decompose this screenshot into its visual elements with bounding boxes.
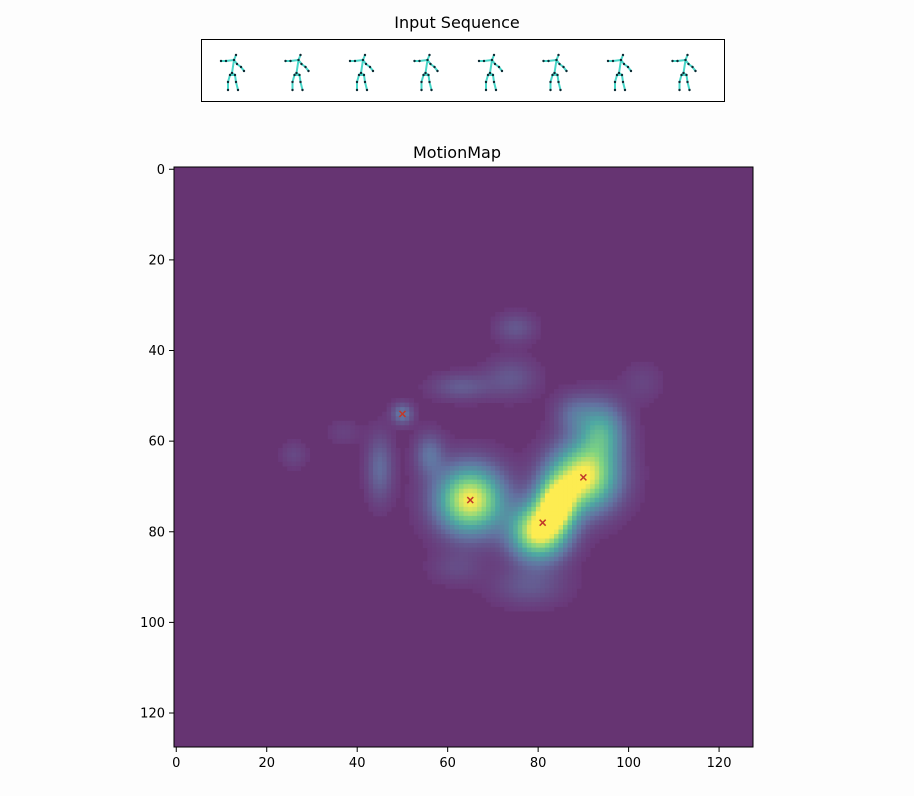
x-tick-label: 60 [439,756,456,771]
y-tick-label: 20 [148,253,165,268]
skeleton-frame [606,53,633,92]
skeleton-sequence [219,53,697,92]
peak-marker [579,473,587,481]
y-tick-label: 40 [148,344,165,359]
x-tick-label: 0 [172,756,180,771]
plot-frame [173,166,754,748]
input-sequence-panel [201,39,725,102]
y-tick-label: 0 [157,163,165,178]
x-tick-label: 80 [530,756,547,771]
peak-marker [539,519,547,527]
skeleton-frame [477,53,504,92]
y-tick-label: 60 [148,435,165,450]
x-tick-label: 20 [258,756,275,771]
x-tick-label: 120 [707,756,732,771]
heatmap-cells [278,307,663,612]
peak-marker [398,410,406,418]
input-sequence-title: Input Sequence [394,13,520,32]
y-tick-label: 80 [148,525,165,540]
skeleton-frame [284,53,310,92]
y-tick-label: 120 [140,707,165,722]
y-tick-label: 100 [140,616,165,631]
skeleton-frame [219,53,246,92]
skeleton-frame [348,53,375,92]
x-tick-label: 40 [349,756,366,771]
skeleton-frame [671,53,697,92]
peak-marker [466,496,474,504]
motionmap-title: MotionMap [412,143,501,162]
x-tick-label: 100 [616,756,641,771]
skeleton-frame [542,53,568,92]
skeleton-frame [413,53,439,92]
